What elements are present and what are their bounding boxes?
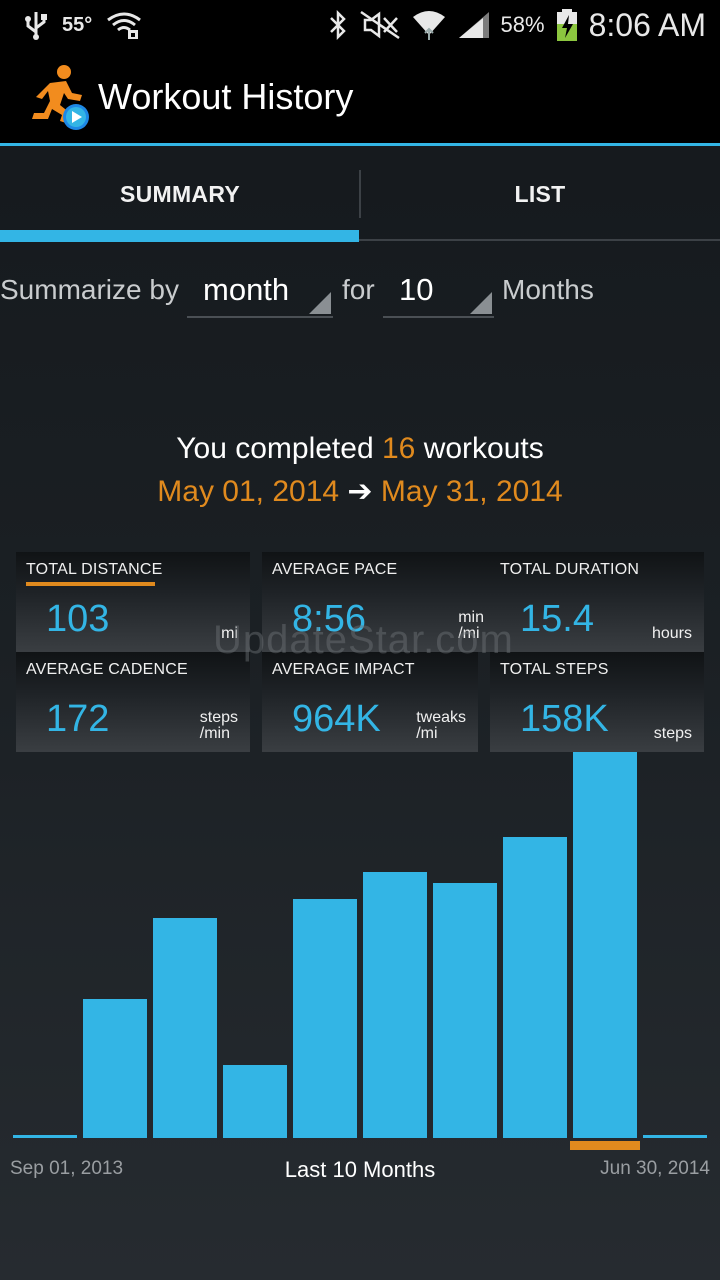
months-label: Months [502,274,594,305]
summarize-unit-dropdown[interactable]: month [187,262,333,318]
stat-label: AVERAGE CADENCE [26,661,188,678]
tab-summary[interactable]: SUMMARY [119,180,241,207]
completed-suffix: workouts [423,432,544,465]
stat-unit: tweaks/mi [416,709,466,742]
chart-range-label: Last 10 Months [284,1157,436,1182]
arrow-right-icon: ➔ [347,475,373,508]
for-label: for [342,274,375,305]
action-bar-divider [0,143,720,146]
date-range: May 01, 2014 ➔ May 31, 2014 [0,474,720,509]
stat-value: 964K [292,698,381,740]
stat-value: 158K [520,698,609,740]
stat-label: TOTAL DURATION [500,561,640,578]
stat-unit: steps [653,725,692,742]
monthly-bar-chart [0,752,720,1152]
stat-average-impact[interactable]: AVERAGE IMPACT 964K tweaks/mi [262,652,478,752]
chart-bar[interactable] [293,899,357,1138]
wifi-lock-icon [106,10,142,40]
battery-charging-icon [555,8,579,42]
chart-bar[interactable] [13,1135,77,1138]
stat-unit: steps/min [199,709,238,742]
dropdown-arrow-icon [470,292,492,314]
summarize-count-dropdown[interactable]: 10 [383,262,494,318]
stat-value: 172 [46,698,110,740]
stat-label: TOTAL STEPS [500,661,609,678]
chart-start-label: Sep 01, 2013 [10,1158,124,1179]
wifi-icon [411,9,447,41]
summarize-count-value: 10 [399,272,434,307]
tab-bar: SUMMARY LIST [0,146,720,242]
temperature-text: 55° [62,13,93,36]
chart-bar[interactable] [573,752,637,1138]
chart-bar[interactable] [433,883,497,1138]
chart-bar[interactable] [363,872,427,1138]
stat-label: AVERAGE IMPACT [272,661,415,678]
runner-logo-icon[interactable] [24,63,92,131]
stat-value: 15.4 [520,598,594,640]
stat-total-duration[interactable]: TOTAL DURATION 15.4 hours [490,552,704,652]
status-bar: 55° 58% 8:06 AM [0,0,720,50]
chart-bar[interactable] [223,1065,287,1138]
stat-value: 8:56 [292,598,366,640]
summarize-row: Summarize by month for 10 Months [0,262,720,322]
stat-average-pace[interactable]: AVERAGE PACE 8:56 min/mi [262,552,496,652]
completed-prefix: You completed [176,432,374,465]
summarize-by-label: Summarize by [0,274,179,305]
page-title: Workout History [98,76,354,117]
mute-icon [359,10,401,40]
stat-label: TOTAL DISTANCE [26,561,163,578]
stat-unit: hours [651,625,692,642]
usb-icon [24,10,48,40]
summarize-unit-value: month [203,272,290,307]
tab-bottom-divider [359,239,720,241]
start-date: May 01, 2014 [157,475,340,508]
bluetooth-icon [327,10,349,40]
chart-bar[interactable] [643,1135,707,1138]
stat-label: AVERAGE PACE [272,561,398,578]
chart-bar[interactable] [83,999,147,1138]
end-date: May 31, 2014 [380,475,563,508]
workouts-completed-text: You completed 16 workouts [0,432,720,466]
tab-selected-indicator [0,230,359,242]
stat-average-cadence[interactable]: AVERAGE CADENCE 172 steps/min [16,652,250,752]
chart-bar[interactable] [153,918,217,1138]
tab-list[interactable]: LIST [514,180,566,207]
signal-icon [457,10,491,40]
stat-total-steps[interactable]: TOTAL STEPS 158K steps [490,652,704,752]
chart-bar[interactable] [503,837,567,1138]
stat-unit: mi [221,625,238,642]
stat-value: 103 [46,598,110,640]
tab-divider [359,170,361,218]
stat-unit: min/mi [458,609,484,642]
clock: 8:06 AM [588,6,706,43]
battery-percent: 58% [500,12,545,37]
dropdown-arrow-icon [309,292,331,314]
workout-count: 16 [381,432,416,465]
stat-total-distance[interactable]: TOTAL DISTANCE 103 mi [16,552,250,652]
selected-stat-underline [26,582,155,586]
selected-bar-indicator [570,1141,640,1150]
action-bar: Workout History [0,50,720,144]
chart-end-label: Jun 30, 2014 [600,1158,710,1179]
